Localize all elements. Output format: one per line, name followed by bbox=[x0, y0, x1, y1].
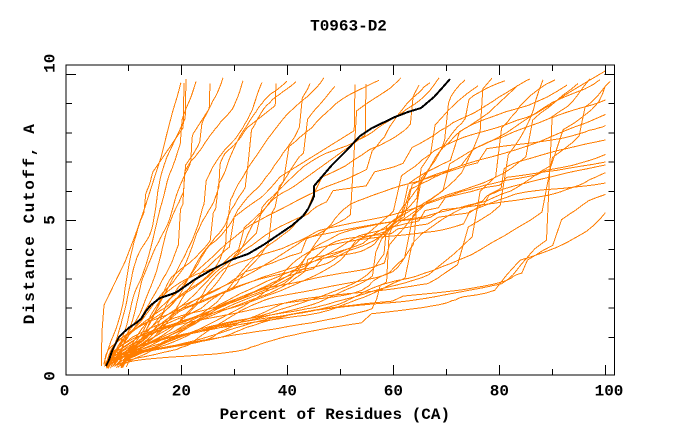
svg-text:Distance Cutoff, A: Distance Cutoff, A bbox=[21, 123, 39, 325]
svg-text:60: 60 bbox=[384, 383, 403, 401]
svg-text:Percent of Residues (CA): Percent of Residues (CA) bbox=[220, 406, 450, 424]
svg-text:0: 0 bbox=[42, 371, 60, 381]
svg-text:5: 5 bbox=[42, 215, 60, 225]
svg-text:80: 80 bbox=[490, 383, 509, 401]
svg-text:20: 20 bbox=[172, 383, 191, 401]
svg-text:40: 40 bbox=[278, 383, 297, 401]
svg-text:0: 0 bbox=[60, 383, 70, 401]
svg-text:T0963-D2: T0963-D2 bbox=[310, 18, 387, 36]
svg-text:100: 100 bbox=[595, 383, 624, 401]
svg-text:10: 10 bbox=[42, 54, 60, 73]
